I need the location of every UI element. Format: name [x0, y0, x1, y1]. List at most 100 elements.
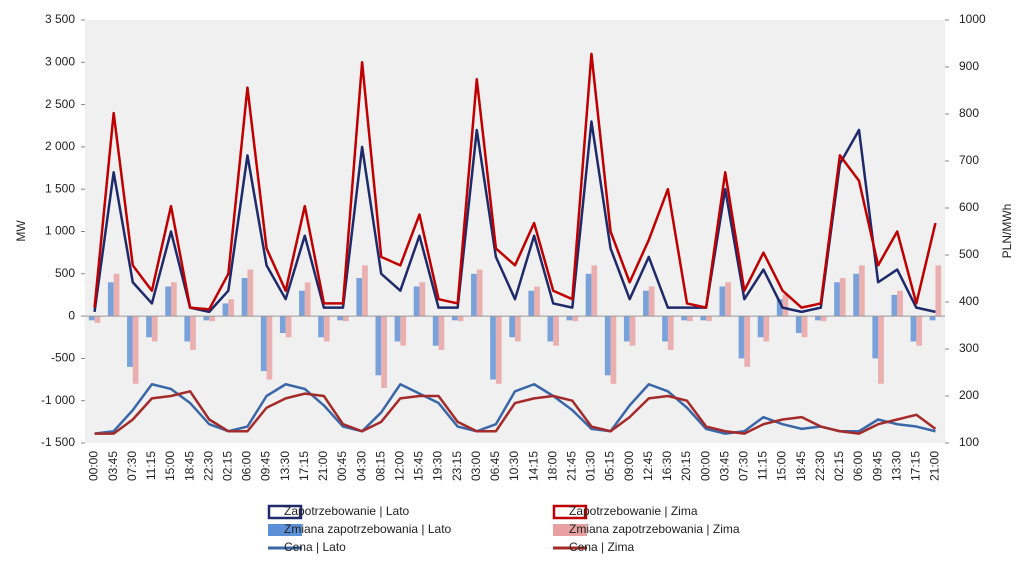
- bar: [528, 290, 535, 317]
- x-tick-label: 21:00: [316, 451, 330, 481]
- bar: [318, 316, 324, 338]
- y-tick-label: 2 000: [45, 139, 75, 153]
- x-tick-label: 02:15: [221, 451, 235, 481]
- bar: [419, 282, 426, 317]
- y-tick-label: 1 000: [45, 224, 75, 238]
- bar: [744, 316, 751, 367]
- x-tick-label: 23:15: [450, 451, 464, 481]
- bar: [834, 282, 840, 317]
- line: [93, 120, 936, 314]
- x-tick-label: 14:15: [526, 451, 540, 481]
- bar: [260, 316, 267, 372]
- y2-tick-label: 800: [959, 106, 979, 120]
- bar: [719, 286, 726, 317]
- x-tick-label: 22:30: [813, 451, 827, 481]
- bar: [687, 316, 693, 322]
- x-tick-label: 11:15: [144, 451, 158, 480]
- x-tick-label: 06:45: [488, 451, 502, 481]
- x-tick-label: 15:00: [775, 451, 789, 481]
- bar: [610, 316, 617, 384]
- bar: [222, 303, 229, 317]
- bar: [266, 316, 273, 380]
- bar: [662, 316, 668, 342]
- bar: [547, 316, 554, 342]
- line: [94, 383, 936, 435]
- x-tick-label: 07:30: [737, 451, 751, 481]
- y2-axis-title: PLN/MWh: [1000, 204, 1014, 259]
- x-tick-label: 15:45: [412, 451, 426, 481]
- x-tick-label: 10:30: [507, 451, 521, 481]
- bar: [375, 316, 382, 376]
- bar: [381, 316, 387, 389]
- x-tick-label: 18:45: [182, 451, 196, 481]
- x-tick-label: 08:15: [373, 451, 387, 481]
- y-tick-label: 3 500: [45, 12, 75, 26]
- x-tick-label: 05:15: [603, 451, 617, 481]
- x-tick-label: 03:45: [106, 451, 120, 481]
- legend-label: Zmiana zapotrzebowania | Zima: [569, 522, 740, 536]
- legend-label: Zmiana zapotrzebowania | Lato: [284, 522, 452, 536]
- bar: [872, 316, 879, 359]
- bar: [107, 282, 114, 317]
- bar: [127, 316, 133, 367]
- bar: [629, 316, 636, 346]
- bar: [782, 294, 789, 317]
- x-tick-label: 11:15: [756, 451, 770, 480]
- bar: [285, 316, 292, 338]
- bar: [801, 316, 808, 338]
- bar: [337, 316, 343, 321]
- y2-tick-label: 500: [959, 247, 979, 261]
- bar: [171, 282, 177, 317]
- y2-tick-label: 400: [959, 294, 979, 308]
- x-tick-label: 00:45: [335, 451, 349, 481]
- x-tick-label: 22:30: [201, 451, 215, 481]
- bar: [515, 316, 521, 342]
- bar: [725, 282, 731, 317]
- legend-marker: [268, 524, 302, 536]
- bar: [566, 316, 573, 321]
- y-tick-label: 2 500: [45, 97, 75, 111]
- x-tick-label: 06:00: [851, 451, 865, 481]
- bar: [88, 316, 95, 321]
- bar: [362, 265, 368, 317]
- x-tick-label: 01:30: [584, 451, 598, 481]
- bar: [228, 299, 235, 317]
- bar: [916, 316, 923, 346]
- y-tick-label: 500: [55, 266, 75, 280]
- bar: [757, 316, 764, 338]
- bar: [667, 316, 674, 350]
- x-tick-label: 00:00: [87, 451, 101, 481]
- legend-marker: [267, 504, 303, 520]
- x-tick-label: 03:00: [469, 451, 483, 481]
- x-tick-label: 13:30: [889, 451, 903, 481]
- bar: [323, 316, 330, 342]
- bar: [190, 316, 196, 350]
- bar: [400, 316, 407, 346]
- x-tick-label: 04:30: [354, 451, 368, 481]
- x-tick-label: 09:45: [259, 451, 273, 481]
- bar: [247, 269, 254, 317]
- x-tick-label: 07:30: [125, 451, 139, 481]
- bar: [897, 290, 903, 317]
- x-tick-label: 09:00: [622, 451, 636, 481]
- legend-label: Zapotrzebowanie | Zima: [569, 504, 698, 518]
- bar: [299, 290, 305, 317]
- y-tick-label: -1 500: [41, 435, 75, 449]
- y2-tick-label: 1000: [959, 12, 986, 26]
- y2-tick-label: 200: [959, 388, 979, 402]
- bar: [151, 316, 158, 342]
- bar: [853, 273, 859, 317]
- x-tick-label: 17:15: [909, 451, 923, 481]
- bar: [165, 286, 171, 317]
- y2-tick-label: 700: [959, 153, 979, 167]
- line: [94, 390, 937, 435]
- x-tick-label: 13:30: [278, 451, 292, 481]
- legend-label: Cena | Zima: [569, 540, 634, 554]
- y-tick-label: 3 000: [45, 54, 75, 68]
- x-tick-label: 18:45: [794, 451, 808, 481]
- bar: [490, 316, 496, 380]
- bar: [706, 316, 712, 322]
- x-tick-label: 17:15: [297, 451, 311, 481]
- legend-marker: [552, 504, 588, 520]
